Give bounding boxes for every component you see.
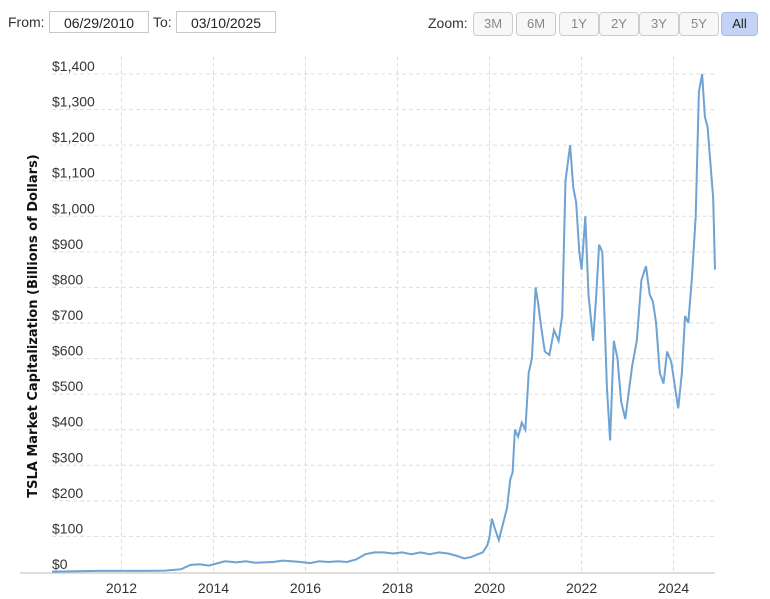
to-date-input[interactable]: 03/10/2025 [176, 11, 276, 33]
from-label: From: [8, 14, 45, 30]
x-tick-label: 2012 [106, 580, 137, 596]
y-tick-label: $0 [52, 556, 68, 572]
y-tick-label: $700 [52, 307, 83, 323]
y-axis-title: TSLA Market Capitalization (Billions of … [26, 154, 41, 498]
x-tick-label: 2022 [566, 580, 597, 596]
x-axis-ticks: 2012 2014 2016 2018 2020 2022 2024 [106, 580, 689, 596]
y-tick-label: $800 [52, 271, 83, 287]
zoom-2y-button[interactable]: 2Y [599, 12, 639, 36]
series-line [51, 73, 716, 573]
to-label: To: [153, 14, 172, 30]
y-tick-label: $1,100 [52, 165, 95, 181]
y-tick-label: $1,000 [52, 200, 95, 216]
zoom-3y-button[interactable]: 3Y [639, 12, 679, 36]
zoom-3m-button[interactable]: 3M [473, 12, 513, 36]
toolbar: From: 06/29/2010 To: 03/10/2025 Zoom: 3M… [0, 0, 770, 46]
zoom-6m-button[interactable]: 6M [516, 12, 556, 36]
x-tick-label: 2016 [290, 580, 321, 596]
y-tick-label: $400 [52, 414, 83, 430]
y-tick-label: $900 [52, 236, 83, 252]
zoom-all-button[interactable]: All [721, 12, 758, 36]
x-tick-label: 2024 [658, 580, 689, 596]
chart-gridlines [52, 56, 715, 572]
zoom-1y-button[interactable]: 1Y [559, 12, 599, 36]
y-axis-ticks: $0 $100 $200 $300 $400 $500 $600 $700 $800 $900 $1… [52, 58, 95, 572]
y-tick-label: $600 [52, 343, 83, 359]
y-tick-label: $1,300 [52, 94, 95, 110]
market-cap-chart: $0 $100 $200 $300 $400 $500 $600 $700 $800 $900 $1… [20, 56, 716, 596]
y-tick-label: $100 [52, 520, 83, 536]
x-tick-label: 2020 [474, 580, 505, 596]
y-tick-label: $500 [52, 378, 83, 394]
y-tick-label: $300 [52, 449, 83, 465]
zoom-5y-button[interactable]: 5Y [679, 12, 719, 36]
zoom-label: Zoom: [428, 15, 468, 31]
y-tick-label: $1,400 [52, 58, 95, 74]
from-date-input[interactable]: 06/29/2010 [49, 11, 149, 33]
y-tick-label: $200 [52, 485, 83, 501]
y-tick-label: $1,200 [52, 129, 95, 145]
x-tick-label: 2014 [198, 580, 229, 596]
x-tick-label: 2018 [382, 580, 413, 596]
